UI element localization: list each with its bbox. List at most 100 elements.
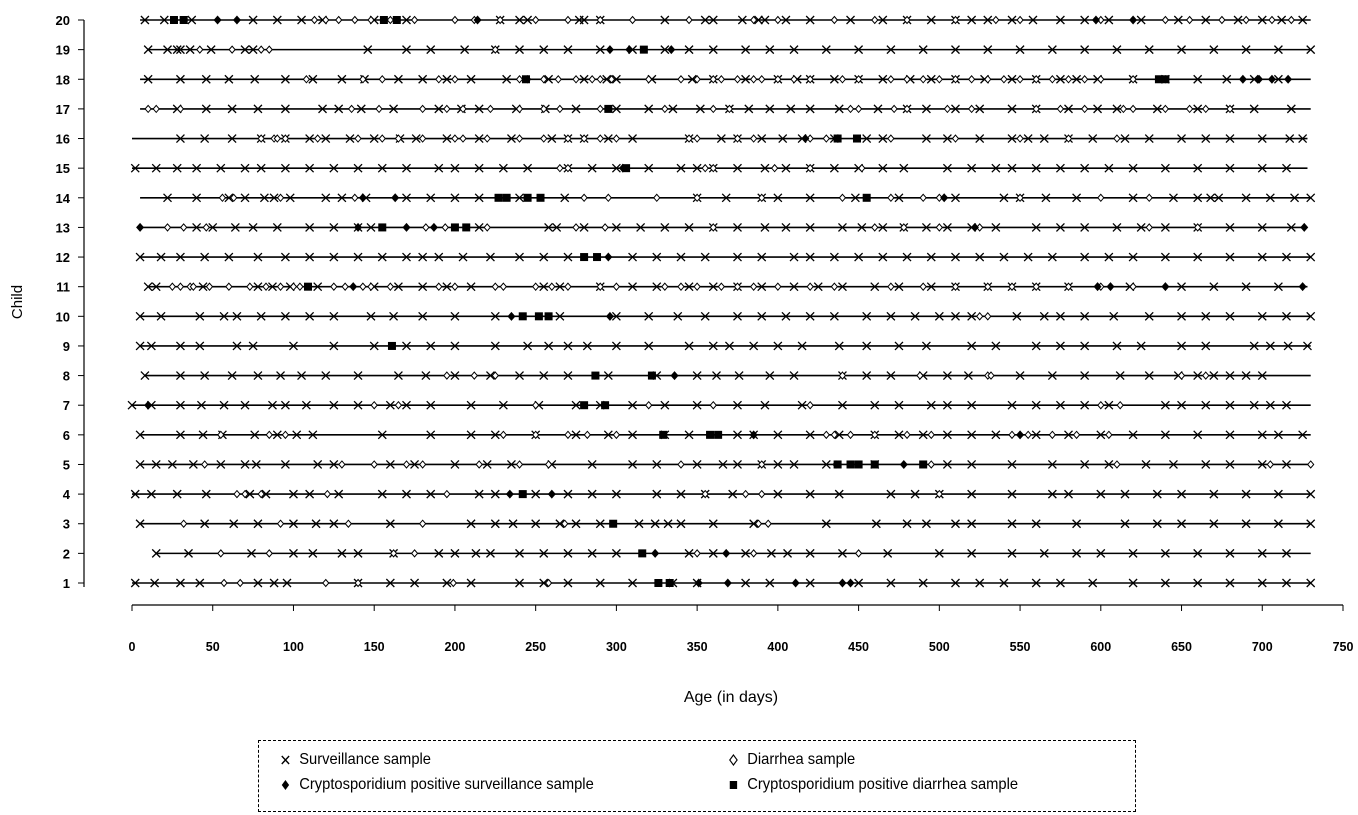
diarrhea-sample-mark bbox=[315, 135, 321, 142]
diarrhea-sample-mark bbox=[936, 76, 942, 83]
crypto-diarrhea-mark bbox=[853, 135, 861, 143]
diarrhea-sample-mark bbox=[1162, 105, 1168, 112]
y-tick-label: 8 bbox=[63, 369, 70, 384]
diarrhea-sample-mark bbox=[557, 165, 563, 172]
diarrhea-sample-mark bbox=[368, 17, 374, 24]
diarrhea-sample-mark bbox=[471, 372, 477, 379]
y-tick-label: 6 bbox=[63, 428, 70, 443]
diarrhea-sample-mark bbox=[403, 461, 409, 468]
crypto-surveillance-mark bbox=[1161, 282, 1169, 291]
diarrhea-sample-mark bbox=[492, 283, 498, 290]
diarrhea-sample-mark bbox=[597, 135, 603, 142]
diarrhea-sample-mark bbox=[460, 105, 466, 112]
diarrhea-sample-mark bbox=[772, 165, 778, 172]
x-tick-label: 200 bbox=[445, 640, 466, 654]
legend-item-diarrhea: Diarrhea sample bbox=[727, 751, 855, 769]
diarrhea-sample-mark bbox=[928, 461, 934, 468]
x-tick-label: 750 bbox=[1333, 640, 1354, 654]
crypto-surveillance-mark bbox=[1255, 75, 1263, 84]
diarrhea-sample-mark bbox=[181, 224, 187, 231]
diarrhea-sample-mark bbox=[1066, 76, 1072, 83]
diarrhea-sample-mark bbox=[360, 76, 366, 83]
y-tick-label: 18 bbox=[56, 72, 70, 87]
crypto-surveillance-mark bbox=[695, 579, 703, 588]
crypto-diarrhea-mark bbox=[462, 223, 470, 231]
diarrhea-sample-mark bbox=[985, 313, 991, 320]
diarrhea-sample-mark bbox=[597, 105, 603, 112]
y-tick-label: 3 bbox=[63, 517, 70, 532]
diarrhea-sample-mark bbox=[442, 224, 448, 231]
diarrhea-sample-mark bbox=[379, 76, 385, 83]
diarrhea-sample-mark bbox=[517, 461, 523, 468]
crypto-diarrhea-mark bbox=[659, 431, 667, 439]
diarrhea-sample-mark bbox=[487, 105, 493, 112]
diarrhea-sample-mark bbox=[177, 105, 183, 112]
crypto-diarrhea-mark bbox=[609, 520, 617, 528]
diarrhea-sample-mark bbox=[1269, 17, 1275, 24]
crypto-surveillance-mark bbox=[1299, 282, 1307, 291]
crypto-surveillance-mark bbox=[349, 282, 357, 291]
diarrhea-sample-mark bbox=[969, 76, 975, 83]
crypto-surveillance-mark bbox=[233, 16, 241, 25]
diarrhea-sample-mark bbox=[759, 76, 765, 83]
diarrhea-sample-mark bbox=[1025, 431, 1031, 438]
diarrhea-sample-mark bbox=[1187, 105, 1193, 112]
diarrhea-sample-mark bbox=[694, 550, 700, 557]
diarrhea-sample-mark bbox=[360, 283, 366, 290]
crypto-diarrhea-mark bbox=[170, 16, 178, 24]
diarrhea-sample-mark bbox=[993, 17, 999, 24]
crypto-surveillance-mark bbox=[144, 401, 152, 410]
crypto-surveillance-mark bbox=[359, 193, 367, 202]
diarrhea-sample-mark bbox=[831, 17, 837, 24]
diarrhea-sample-mark bbox=[1009, 431, 1015, 438]
diarrhea-sample-mark bbox=[775, 283, 781, 290]
crypto-diarrhea-mark bbox=[580, 253, 588, 261]
diarrhea-sample-mark bbox=[371, 461, 377, 468]
crypto-diarrhea-mark bbox=[535, 312, 543, 320]
diarrhea-sample-mark bbox=[1288, 17, 1294, 24]
y-tick-label: 2 bbox=[63, 546, 70, 561]
diarrhea-sample-mark bbox=[263, 283, 269, 290]
diarrhea-sample-mark bbox=[807, 402, 813, 409]
diarrhea-sample-mark bbox=[1098, 194, 1104, 201]
x-tick-label: 600 bbox=[1090, 640, 1111, 654]
diarrhea-sample-mark bbox=[460, 135, 466, 142]
diarrhea-sample-mark bbox=[678, 461, 684, 468]
diarrhea-sample-mark bbox=[977, 313, 983, 320]
crypto-surveillance-mark bbox=[724, 579, 732, 588]
diarrhea-sample-mark bbox=[1146, 224, 1152, 231]
crypto-diarrhea-mark bbox=[378, 223, 386, 231]
legend-item-crypto-surveillance: Cryptosporidium positive surveillance sa… bbox=[279, 776, 594, 794]
diarrhea-sample-mark bbox=[1049, 431, 1055, 438]
diarrhea-sample-mark bbox=[646, 402, 652, 409]
diarrhea-sample-mark bbox=[891, 105, 897, 112]
crypto-surveillance-mark bbox=[402, 223, 410, 232]
crypto-diarrhea-mark bbox=[522, 75, 530, 83]
diarrhea-sample-mark bbox=[368, 283, 374, 290]
crypto-diarrhea-mark bbox=[519, 312, 527, 320]
diarrhea-sample-mark bbox=[605, 194, 611, 201]
crypto-surveillance-mark bbox=[1092, 16, 1100, 25]
diarrhea-sample-mark bbox=[718, 76, 724, 83]
crypto-surveillance-mark bbox=[136, 223, 144, 232]
diarrhea-sample-mark bbox=[207, 283, 213, 290]
diarrhea-sample-mark bbox=[751, 135, 757, 142]
crypto-diarrhea-mark bbox=[622, 164, 630, 172]
diarrhea-sample-mark bbox=[888, 283, 894, 290]
diarrhea-sample-mark bbox=[581, 194, 587, 201]
diarrhea-sample-mark bbox=[153, 105, 159, 112]
diarrhea-sample-mark bbox=[219, 194, 225, 201]
crypto-surveillance-mark bbox=[792, 579, 800, 588]
diarrhea-sample-mark bbox=[278, 283, 284, 290]
diarrhea-sample-mark bbox=[557, 105, 563, 112]
diarrhea-sample-mark bbox=[218, 431, 224, 438]
diarrhea-sample-mark bbox=[823, 431, 829, 438]
diarrhea-sample-mark bbox=[339, 461, 345, 468]
crypto-diarrhea-mark bbox=[640, 46, 648, 54]
diarrhea-sample-mark bbox=[848, 105, 854, 112]
diarrhea-sample-mark bbox=[662, 105, 668, 112]
crypto-diarrhea-mark bbox=[847, 460, 855, 468]
y-tick-label: 20 bbox=[56, 13, 70, 28]
diarrhea-sample-mark bbox=[646, 76, 652, 83]
